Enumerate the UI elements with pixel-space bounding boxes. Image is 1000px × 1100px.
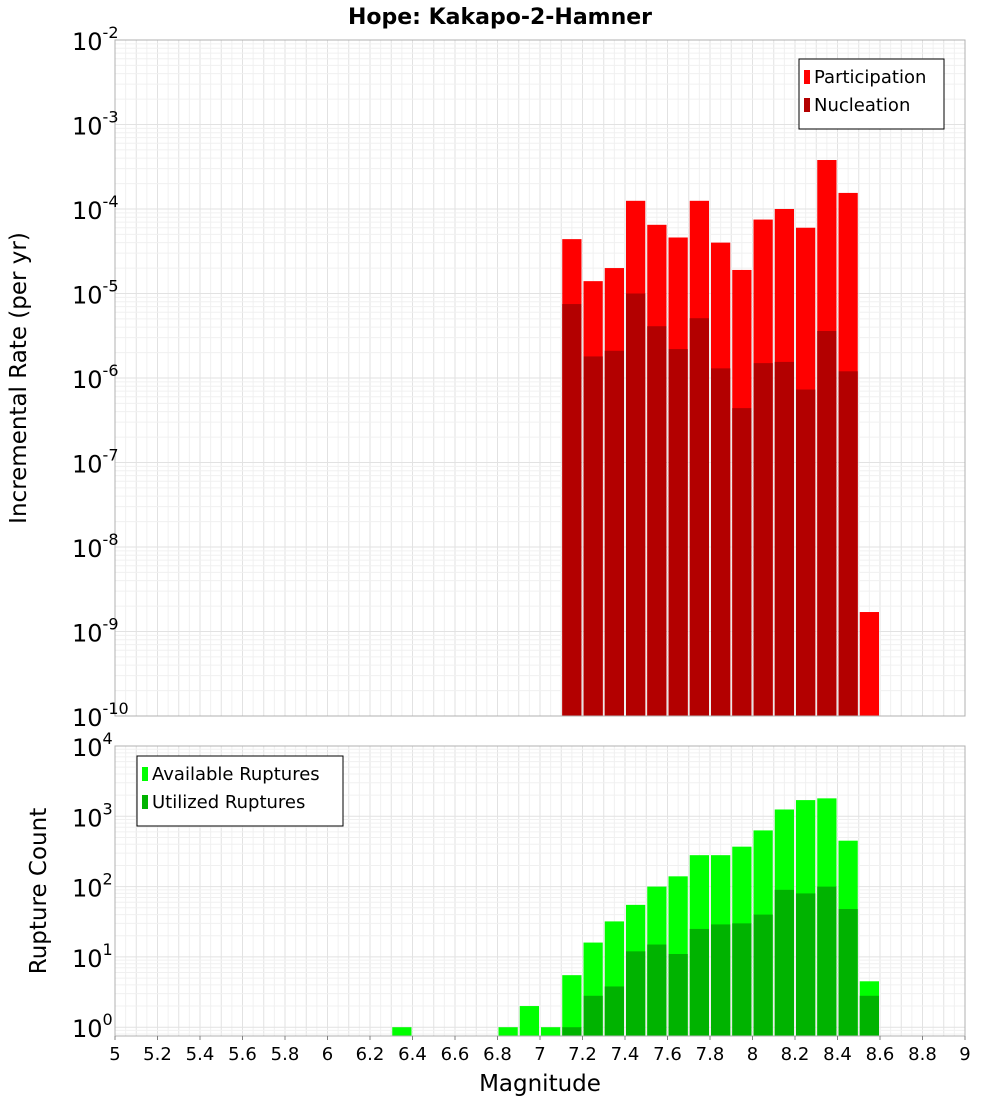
bar-utilized-ruptures [817, 886, 837, 1036]
bar-nucleation [647, 326, 667, 716]
bar-utilized-ruptures [647, 944, 667, 1036]
bar-utilized-ruptures [626, 951, 646, 1036]
bar-available-ruptures [562, 975, 582, 1036]
y-tick-label: 102 [72, 870, 113, 903]
bar-participation [859, 612, 879, 716]
x-tick-label: 5.6 [228, 1044, 257, 1065]
bar-nucleation [689, 318, 709, 716]
x-tick-label: 7.4 [611, 1044, 640, 1065]
top-y-axis-title: Incremental Rate (per yr) [6, 232, 32, 524]
bar-nucleation [817, 330, 837, 716]
legend-box [136, 755, 344, 827]
bar-utilized-ruptures [711, 924, 731, 1036]
bar-utilized-ruptures [796, 893, 816, 1036]
x-tick-label: 8 [747, 1044, 758, 1065]
bottom-y-axis-title: Rupture Count [26, 808, 52, 974]
bar-utilized-ruptures [774, 889, 794, 1036]
x-tick-label: 6.8 [483, 1044, 512, 1065]
chart-title: Hope: Kakapo-2-Hamner [348, 5, 652, 30]
y-tick-label: 101 [72, 940, 113, 973]
bar-available-ruptures [392, 1027, 412, 1036]
bar-utilized-ruptures [583, 995, 603, 1036]
legend-label: Nucleation [814, 95, 910, 116]
bar-nucleation [626, 293, 646, 716]
x-tick-label: 6.2 [356, 1044, 385, 1065]
y-tick-label: 10-3 [72, 108, 119, 141]
bar-nucleation [796, 389, 816, 716]
bar-nucleation [604, 350, 624, 716]
x-tick-label: 5.8 [271, 1044, 300, 1065]
bar-utilized-ruptures [732, 923, 752, 1036]
x-tick-label: 8.6 [866, 1044, 895, 1065]
x-ticks: 5 5.2 5.4 5.6 5.8 6 6.2 6.4 6.6 6.8 7 7.2 7.4 7.6 7.8 8… [109, 1036, 971, 1065]
y-tick-label: 100 [72, 1010, 113, 1043]
bar-utilized-ruptures [859, 995, 879, 1036]
bar-nucleation [711, 368, 731, 716]
bar-utilized-ruptures [562, 1027, 582, 1036]
x-tick-label: 8.2 [781, 1044, 810, 1065]
top-plot-border [114, 39, 966, 717]
y-tick-label: 10-10 [72, 699, 129, 732]
x-tick-label: 7 [534, 1044, 545, 1065]
y-tick-label: 10-5 [72, 277, 119, 310]
y-tick-label: 10-9 [72, 615, 119, 648]
legend-swatch [804, 98, 810, 112]
y-tick-label: 103 [72, 799, 113, 832]
bar-utilized-ruptures [668, 954, 688, 1036]
x-axis-title: Magnitude [479, 1071, 601, 1097]
y-tick-label: 10-2 [72, 23, 119, 56]
y-tick-label: 10-8 [72, 530, 119, 563]
y-tick-label: 10-6 [72, 361, 119, 394]
bar-utilized-ruptures [753, 914, 773, 1036]
legend-label: Utilized Ruptures [152, 792, 305, 813]
bar-utilized-ruptures [689, 928, 709, 1036]
x-tick-label: 6.4 [398, 1044, 427, 1065]
y-tick-label: 104 [72, 729, 113, 762]
bar-nucleation [838, 371, 858, 716]
bar-nucleation [583, 356, 603, 716]
x-tick-label: 9 [959, 1044, 970, 1065]
bar-nucleation [562, 304, 582, 716]
y-tick-label: 10-4 [72, 192, 119, 225]
y-tick-label: 10-7 [72, 446, 119, 479]
bar-available-ruptures [519, 1006, 539, 1036]
bottom-y-ticks: 100 101 102 103 104 [72, 729, 113, 1043]
x-tick-label: 5.2 [143, 1044, 172, 1065]
x-tick-label: 6 [322, 1044, 333, 1065]
legend-label: Participation [814, 67, 926, 88]
x-tick-label: 8.4 [823, 1044, 852, 1065]
bottom-bars [392, 798, 879, 1036]
legend-box [798, 58, 945, 130]
bar-nucleation [753, 363, 773, 716]
bar-nucleation [668, 349, 688, 716]
legend-label: Available Ruptures [152, 764, 320, 785]
top-bars [562, 160, 879, 717]
x-tick-label: 5 [109, 1044, 120, 1065]
bar-nucleation [774, 361, 794, 716]
bottom-legend: Available Ruptures Utilized Ruptures [136, 755, 344, 827]
top-legend: Participation Nucleation [798, 58, 945, 130]
top-y-ticks: 10-10 10-9 10-8 10-7 10-6 10-5 10-4 10-3 10-2 [72, 23, 129, 732]
bar-utilized-ruptures [838, 909, 858, 1036]
bar-available-ruptures [498, 1027, 518, 1036]
bar-available-ruptures [541, 1027, 561, 1036]
top-grid [114, 39, 966, 717]
bar-utilized-ruptures [604, 986, 624, 1036]
legend-swatch [142, 795, 148, 809]
x-tick-label: 7.6 [653, 1044, 682, 1065]
x-tick-label: 8.8 [908, 1044, 937, 1065]
top-panel: 10-10 10-9 10-8 10-7 10-6 10-5 10-4 10-3 10-2 In… [6, 23, 966, 732]
x-tick-label: 6.6 [441, 1044, 470, 1065]
x-tick-label: 7.8 [696, 1044, 725, 1065]
bar-nucleation [732, 408, 752, 716]
x-tick-label: 5.4 [186, 1044, 215, 1065]
x-tick-label: 7.2 [568, 1044, 597, 1065]
legend-swatch [142, 767, 148, 781]
bottom-panel: 100 101 102 103 104 Rupture Count Available … [26, 729, 966, 1043]
legend-swatch [804, 70, 810, 84]
